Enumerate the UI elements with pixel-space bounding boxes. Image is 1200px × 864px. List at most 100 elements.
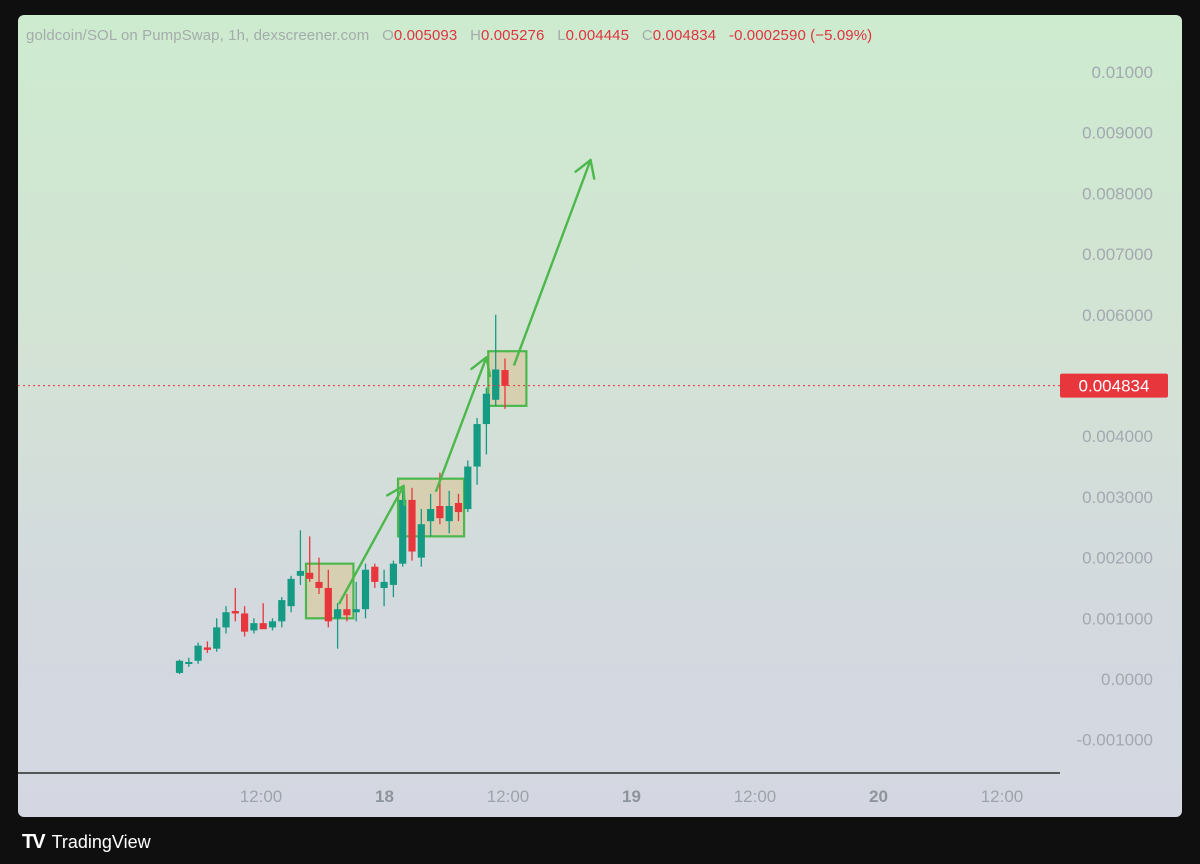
candle-body: [259, 623, 267, 630]
y-tick-label: 0.008000: [1082, 184, 1153, 203]
candle-31: [454, 493, 463, 522]
candle-21: [361, 563, 370, 619]
candle-body: [306, 572, 314, 579]
legend-open-label: O: [382, 27, 394, 44]
candle-body: [185, 662, 193, 665]
candle-3: [194, 642, 202, 664]
candle-2: [185, 657, 193, 667]
candle-body: [334, 609, 342, 619]
arrow-head: [574, 158, 596, 180]
candle-body: [278, 600, 286, 622]
y-tick-label: 0.002000: [1082, 549, 1153, 568]
candle-17: [324, 569, 332, 628]
candle-26: [408, 487, 416, 561]
candle-body: [315, 581, 323, 588]
candle-1: [175, 659, 184, 675]
arrow-head: [470, 356, 492, 378]
candle-body: [464, 466, 472, 510]
candle-body: [361, 569, 370, 610]
trend-arrows: [338, 158, 596, 605]
y-tick-label: 0.01000: [1092, 63, 1153, 82]
candle-28: [427, 493, 435, 537]
trend-arrow-3: [513, 158, 596, 366]
candle-15: [306, 536, 314, 582]
candle-11: [268, 618, 277, 631]
x-tick-label: 20: [869, 787, 888, 806]
candle-35: [492, 314, 500, 406]
candle-24: [389, 560, 397, 598]
candle-body: [399, 499, 407, 564]
chart-pane[interactable]: 0.01000 0.009000 0.008000 0.007000 0.006000 0…: [18, 15, 1182, 817]
candle-25: [399, 490, 407, 567]
candle-body: [380, 581, 388, 588]
y-tick-label: 0.0000: [1101, 670, 1153, 689]
candle-body: [222, 612, 230, 628]
price-tag-value: 0.004834: [1079, 377, 1150, 396]
y-tick-label: 0.009000: [1082, 124, 1153, 143]
candle-18: [334, 603, 342, 649]
legend-symbol: goldcoin/SOL on PumpSwap, 1h, dexscreene…: [26, 27, 370, 44]
legend-close-label: C: [641, 27, 653, 44]
candle-36: [501, 358, 509, 409]
x-tick-label: 12:00: [240, 787, 283, 806]
candle-4: [203, 641, 211, 653]
tradingview-brand[interactable]: TV TradingView: [22, 829, 151, 855]
y-tick-label: -0.001000: [1076, 731, 1153, 750]
candle-body: [213, 627, 221, 649]
x-tick-label: 12:00: [981, 787, 1024, 806]
legend-open-value: 0.005093: [393, 27, 458, 44]
candle-body: [268, 621, 277, 628]
candlestick-chart[interactable]: 0.01000 0.009000 0.008000 0.007000 0.006000 0…: [18, 15, 1182, 817]
arrow-head: [385, 484, 406, 507]
y-tick-label: 0.007000: [1082, 245, 1153, 264]
arrow-shaft: [338, 484, 405, 605]
candle-body: [454, 502, 463, 513]
candle-body: [324, 587, 332, 622]
y-axis[interactable]: 0.01000 0.009000 0.008000 0.007000 0.006000 0…: [1076, 63, 1153, 750]
candle-body: [436, 506, 444, 519]
candle-body: [427, 509, 435, 522]
candle-34: [482, 387, 490, 455]
x-tick-label: 12:00: [734, 787, 777, 806]
legend-change: -0.0002590 (−5.09%): [728, 27, 873, 44]
candle-16: [315, 557, 323, 595]
price-tag: 0.004834: [1060, 373, 1168, 398]
candle-33: [473, 417, 481, 485]
candle-body: [473, 424, 481, 467]
candle-7: [231, 587, 239, 622]
candle-body: [352, 609, 360, 613]
candle-body: [371, 566, 379, 582]
legend-low-value: 0.004445: [565, 27, 630, 44]
arrow-shaft: [434, 356, 488, 493]
candle-12: [278, 597, 286, 628]
candle-body: [482, 393, 490, 425]
candle-8: [241, 606, 249, 637]
candle-5: [213, 618, 221, 652]
arrow-shaft: [513, 158, 592, 366]
candle-14: [296, 530, 304, 585]
candle-body: [417, 524, 425, 558]
candle-body: [492, 369, 500, 400]
x-axis[interactable]: 12:00 18 12:00 19 12:00 20 12:00: [240, 787, 1024, 806]
ohlc-legend: goldcoin/SOL on PumpSwap, 1h, dexscreene…: [26, 27, 872, 44]
y-tick-label: 0.003000: [1082, 488, 1153, 507]
candle-body: [241, 613, 249, 632]
candle-body: [501, 370, 509, 386]
trend-arrow-2: [434, 356, 492, 493]
candle-body: [175, 660, 184, 673]
candle-32: [464, 460, 472, 513]
candle-body: [231, 611, 239, 614]
candle-9: [250, 618, 258, 634]
candle-body: [250, 623, 258, 631]
candle-6: [222, 606, 230, 634]
candle-body: [343, 609, 351, 616]
candle-body: [408, 499, 416, 552]
candle-body: [389, 563, 397, 585]
candle-30: [445, 490, 453, 534]
tradingview-logo-icon: TV: [22, 830, 46, 853]
y-tick-label: 0.006000: [1082, 306, 1153, 325]
y-tick-label: 0.001000: [1082, 609, 1153, 628]
y-tick-label: 0.004000: [1082, 427, 1153, 446]
x-tick-label: 18: [375, 787, 394, 806]
candle-body: [296, 570, 304, 576]
